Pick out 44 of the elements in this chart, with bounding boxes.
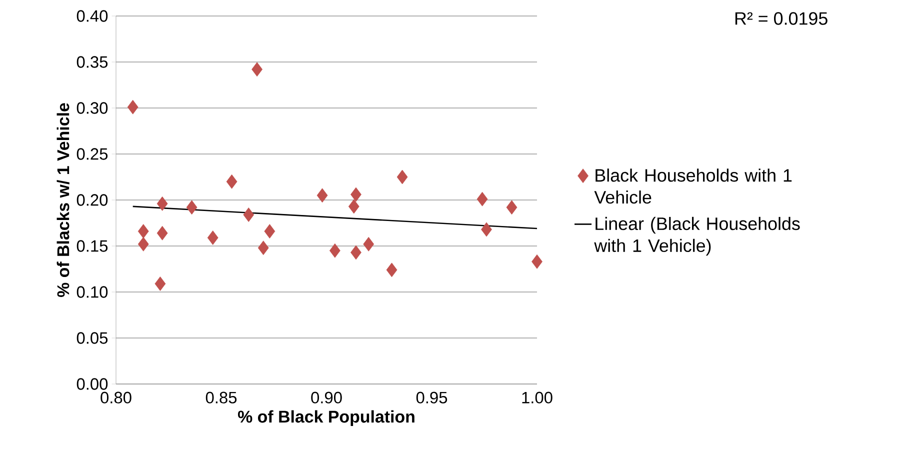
point bbox=[258, 240, 269, 256]
point bbox=[264, 224, 276, 238]
point bbox=[154, 276, 166, 291]
point bbox=[476, 192, 488, 206]
point bbox=[396, 170, 408, 184]
point bbox=[350, 187, 362, 202]
text: R² = 0.0195 bbox=[735, 12, 828, 25]
point bbox=[532, 254, 542, 269]
y-tick-label: 0.30 bbox=[76, 102, 108, 114]
y-axis-title: % of Blacks w/ 1 Vehicle bbox=[56, 103, 70, 298]
point bbox=[506, 200, 518, 215]
x-tick-label: 0.90 bbox=[311, 392, 342, 404]
point bbox=[186, 200, 198, 215]
point bbox=[350, 245, 362, 260]
point bbox=[226, 174, 238, 189]
point bbox=[481, 222, 492, 237]
x-tick-label: 0.95 bbox=[416, 392, 448, 404]
x-tick-label: 1.00 bbox=[522, 392, 552, 404]
point bbox=[138, 224, 149, 238]
point bbox=[363, 236, 374, 252]
y-tick-label: 0.20 bbox=[76, 194, 108, 206]
point bbox=[348, 199, 360, 214]
point bbox=[156, 226, 168, 240]
point bbox=[207, 230, 218, 245]
point bbox=[316, 188, 328, 203]
point bbox=[243, 208, 254, 222]
y-tick-label: 0.25 bbox=[76, 148, 108, 160]
point bbox=[386, 262, 398, 278]
point bbox=[252, 62, 262, 77]
y-tick-label: 0.15 bbox=[76, 240, 108, 252]
y-tick-label: 0.40 bbox=[76, 10, 108, 22]
point bbox=[138, 236, 149, 252]
x-axis-title: % of Black Population bbox=[238, 410, 414, 426]
point bbox=[156, 196, 168, 211]
y-tick-label: 0.00 bbox=[76, 378, 108, 390]
y-tick-label: 0.35 bbox=[76, 56, 108, 68]
legend-label: Black Households with 1 Vehicle bbox=[594, 168, 792, 204]
y-tick-label: 0.10 bbox=[76, 286, 108, 298]
point bbox=[329, 243, 340, 258]
point bbox=[127, 100, 138, 114]
x-tick-label: 0.80 bbox=[100, 392, 132, 404]
y-tick-label: 0.05 bbox=[76, 332, 108, 344]
legend-label: Linear (Black Households with 1 Vehicle) bbox=[594, 216, 800, 256]
x-tick-label: 0.85 bbox=[206, 392, 237, 404]
